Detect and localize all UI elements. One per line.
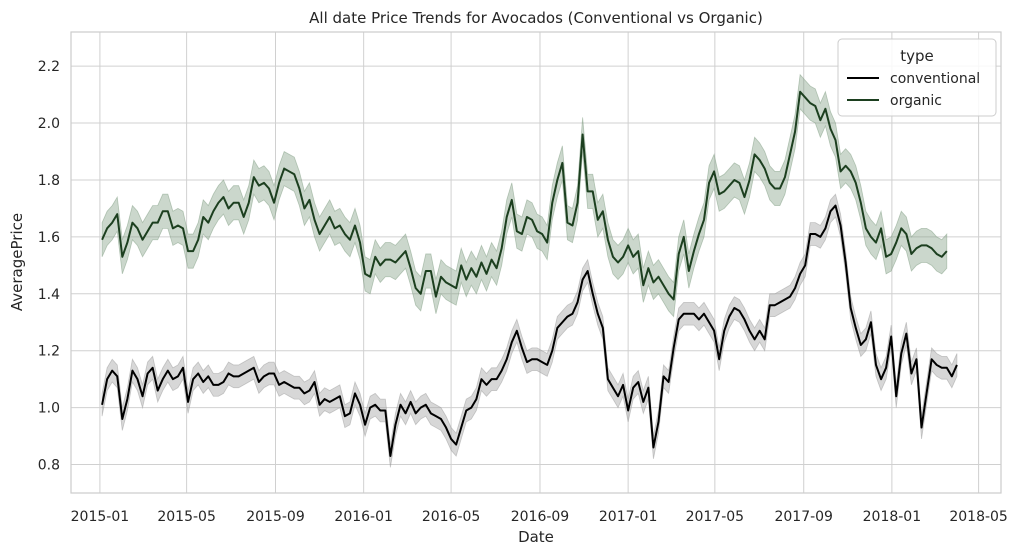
- x-tick-label: 2017-09: [774, 509, 833, 525]
- y-tick-label: 0.8: [38, 458, 60, 474]
- series-line-conventional: [101, 204, 958, 458]
- series-line-organic: [101, 90, 948, 301]
- confidence-band-conventional: [101, 193, 958, 468]
- x-tick-label: 2016-09: [511, 509, 570, 525]
- plot-frame: [70, 31, 1002, 494]
- y-axis-ticks: 0.8 1.0 1.2 1.4 1.6 1.8 2.0 2.2: [38, 59, 60, 473]
- y-tick-label: 1.4: [38, 287, 60, 303]
- y-tick-label: 1.0: [38, 401, 60, 417]
- x-tick-label: 2017-05: [686, 509, 745, 525]
- x-axis-title: Date: [518, 528, 554, 546]
- y-tick-label: 1.8: [38, 173, 60, 189]
- legend-label-conventional: conventional: [890, 71, 980, 87]
- y-tick-label: 1.6: [38, 230, 60, 246]
- y-tick-label: 2.0: [38, 116, 60, 132]
- y-axis-title: AveragePrice: [8, 213, 26, 311]
- x-tick-label: 2016-01: [334, 509, 393, 525]
- x-tick-label: 2017-01: [599, 509, 658, 525]
- legend-box: [837, 38, 997, 117]
- legend-title: type: [900, 47, 934, 65]
- x-tick-label: 2018-01: [863, 509, 922, 525]
- chart-title: All date Price Trends for Avocados (Conv…: [309, 9, 763, 27]
- x-tick-label: 2015-01: [71, 509, 130, 525]
- legend-label-organic: organic: [890, 93, 942, 109]
- x-tick-label: 2016-05: [422, 509, 481, 525]
- x-tick-label: 2018-05: [949, 509, 1008, 525]
- y-tick-label: 2.2: [38, 59, 60, 75]
- legend: type conventional organic: [837, 38, 997, 117]
- x-axis-ticks: 2015-01 2015-05 2015-09 2016-01 2016-05 2016-…: [71, 509, 1008, 525]
- x-tick-label: 2015-05: [157, 509, 216, 525]
- y-tick-label: 1.2: [38, 344, 60, 360]
- x-tick-label: 2015-09: [246, 509, 305, 525]
- series-lines: [101, 90, 958, 458]
